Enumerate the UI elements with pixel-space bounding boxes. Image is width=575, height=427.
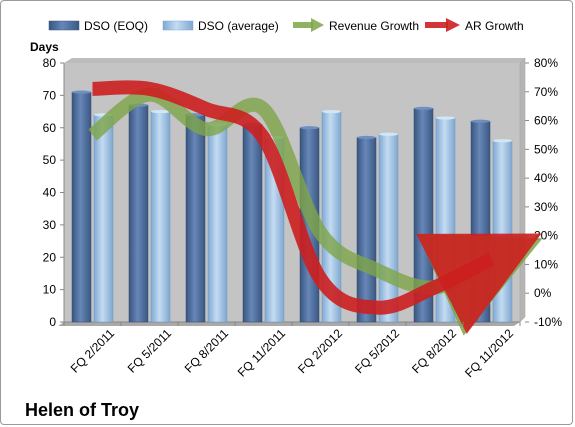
revenue-growth-point — [206, 128, 208, 130]
y2-tick-label: 60% — [534, 114, 558, 128]
y2-tick-label: 20% — [534, 229, 558, 243]
ar-growth-point — [206, 108, 208, 110]
y-axis-right: -10% 0% 10% 20% 30% 40% 50% 60% 70% 80% — [525, 56, 562, 329]
x-tick-label: FQ 8/2011 — [182, 326, 232, 376]
bar-top — [72, 90, 91, 94]
legend-item-revenue-growth: Revenue Growth — [293, 18, 419, 33]
revenue-growth-point — [92, 134, 94, 136]
bar-dso-eoq — [185, 114, 206, 323]
ar-growth-point — [434, 286, 436, 288]
bar-dso-average — [207, 124, 228, 323]
bar-dso-average — [492, 140, 513, 323]
y2-tick-label: 70% — [534, 85, 558, 99]
revenue-growth-point — [320, 232, 322, 234]
x-tick-label: FQ 5/2012 — [352, 326, 402, 376]
y-tick-label: 0 — [49, 315, 56, 329]
x-tick-label: FQ 8/2012 — [409, 326, 459, 376]
ar-growth-point — [263, 137, 265, 139]
y2-tick-label: 10% — [534, 257, 558, 271]
bar-top — [471, 119, 490, 123]
x-tick-label: FQ 2/2011 — [68, 326, 118, 376]
legend-label: DSO (EOQ) — [84, 19, 148, 33]
x-tick-label: FQ 5/2011 — [125, 326, 175, 376]
y-tick-label: 20 — [43, 250, 57, 264]
bar-dso-average — [378, 133, 399, 323]
x-axis: FQ 2/2011 FQ 5/2011 FQ 8/2011 FQ 11/2011 FQ … — [63, 322, 521, 380]
y-tick-label: 80 — [43, 56, 57, 70]
ar-growth-point — [149, 88, 151, 90]
bar-dso-eoq — [470, 121, 491, 323]
y-tick-label: 70 — [43, 88, 57, 102]
y2-tick-label: 30% — [534, 200, 558, 214]
bar-top — [151, 109, 170, 114]
bar-dso-average — [150, 111, 171, 323]
revenue-growth-point — [263, 108, 265, 110]
bar-top — [300, 126, 319, 130]
x-tick-label: FQ 2/2012 — [295, 326, 345, 376]
bar-top — [493, 139, 512, 143]
ar-growth-point — [377, 307, 379, 309]
y-tick-label: 30 — [43, 218, 57, 232]
y-tick-label: 10 — [43, 283, 57, 297]
y2-tick-label: 0% — [534, 286, 552, 300]
bar-dso-average — [93, 114, 114, 323]
legend-label: AR Growth — [465, 19, 524, 33]
bar-dso-eoq — [128, 104, 149, 323]
bar-top — [357, 135, 376, 140]
revenue-growth-point — [377, 269, 379, 271]
x-tick-label: FQ 11/2011 — [235, 326, 289, 380]
bar-dso-eoq — [242, 124, 263, 323]
y-axis-left: 0 10 20 30 40 50 60 70 80 — [43, 56, 64, 329]
legend-item-dso-average: DSO (average) — [162, 19, 279, 33]
y2-tick-label: 50% — [534, 142, 558, 156]
y-tick-label: 50 — [43, 153, 57, 167]
legend: DSO (EOQ) DSO (average) Revenue Growth A… — [48, 18, 524, 33]
legend-item-dso-eoq: DSO (EOQ) — [48, 19, 148, 33]
y2-tick-label: 80% — [534, 56, 558, 70]
legend-label: DSO (average) — [198, 19, 279, 33]
ar-growth-line — [92, 80, 542, 334]
bar-top — [436, 116, 455, 120]
bar-top — [322, 109, 341, 114]
left-axis-title: Days — [30, 40, 59, 54]
bar-dso-eoq — [356, 137, 377, 323]
bar-dso-eoq — [71, 91, 92, 323]
growth-lines — [88, 80, 543, 336]
ar-growth-point — [491, 258, 493, 260]
chart-title: Helen of Troy — [25, 400, 139, 420]
x-tick-label: FQ 11/2012 — [462, 326, 516, 380]
legend-label: Revenue Growth — [329, 19, 419, 33]
bar-top — [379, 132, 398, 136]
legend-item-ar-growth: AR Growth — [425, 18, 524, 33]
y2-tick-label: -10% — [534, 315, 562, 329]
bar-top — [414, 106, 433, 110]
y-tick-label: 40 — [43, 186, 57, 200]
ar-growth-point — [92, 88, 94, 90]
y-tick-label: 60 — [43, 121, 57, 135]
ar-growth-point — [320, 278, 322, 280]
y2-tick-label: 40% — [534, 171, 558, 185]
